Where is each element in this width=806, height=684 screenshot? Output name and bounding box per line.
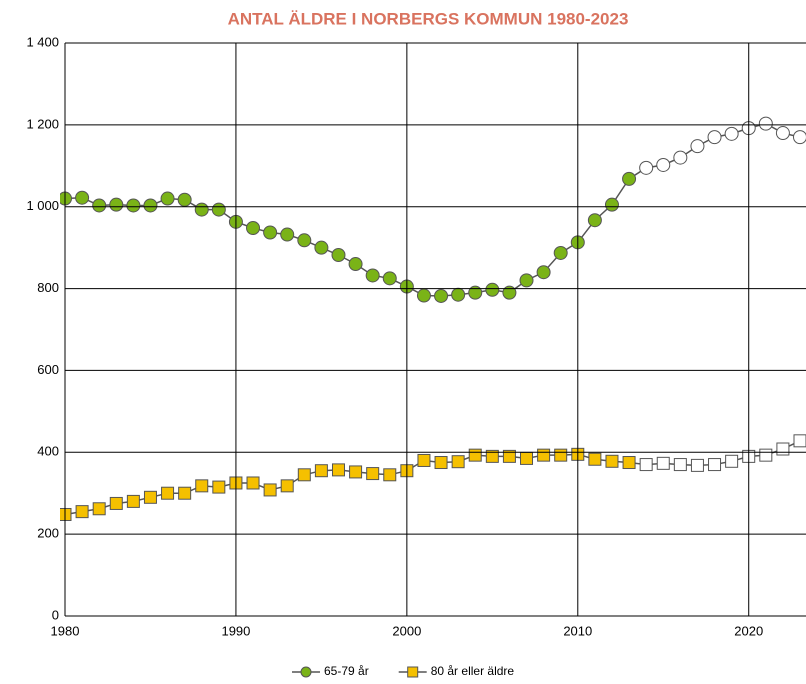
- marker: [793, 434, 806, 448]
- marker: [519, 273, 534, 288]
- marker: [468, 285, 483, 300]
- marker: [485, 449, 499, 463]
- y-tick-label: 200: [37, 526, 59, 541]
- marker: [673, 458, 687, 472]
- marker: [195, 479, 209, 493]
- marker: [348, 257, 363, 272]
- marker: [708, 458, 722, 472]
- y-tick-label: 1 400: [26, 34, 59, 49]
- marker: [75, 190, 90, 205]
- marker: [588, 452, 602, 466]
- chart-title: ANTAL ÄLDRE I NORBERGS KOMMUN 1980-2023: [228, 9, 629, 28]
- marker: [468, 448, 482, 462]
- marker: [587, 213, 602, 228]
- series-line: [64, 122, 801, 297]
- marker: [280, 479, 294, 493]
- x-tick-label: 2020: [734, 623, 763, 638]
- marker: [554, 448, 568, 462]
- marker: [673, 150, 688, 165]
- marker: [263, 225, 278, 240]
- legend-marker: [407, 666, 419, 678]
- x-tick-label: 2010: [563, 623, 592, 638]
- plot-area: [60, 116, 806, 521]
- marker: [759, 448, 773, 462]
- marker: [793, 130, 806, 145]
- marker: [520, 451, 534, 465]
- marker: [143, 198, 158, 213]
- x-tick-label: 2000: [392, 623, 421, 638]
- marker: [211, 202, 226, 217]
- marker: [451, 455, 465, 469]
- marker: [416, 288, 431, 303]
- y-tick-label: 800: [37, 280, 59, 295]
- marker: [365, 268, 380, 283]
- legend-marker: [300, 666, 312, 678]
- marker: [451, 287, 466, 302]
- marker: [331, 463, 345, 477]
- marker: [161, 486, 175, 500]
- marker: [75, 505, 89, 519]
- y-tick-label: 400: [37, 444, 59, 459]
- marker: [314, 240, 329, 255]
- marker: [639, 160, 654, 175]
- x-tick-label: 1980: [51, 623, 80, 638]
- marker: [690, 139, 705, 154]
- marker: [724, 126, 739, 141]
- marker: [434, 456, 448, 470]
- marker: [622, 171, 637, 186]
- y-tick-label: 0: [52, 607, 59, 622]
- marker: [639, 458, 653, 472]
- marker: [758, 116, 773, 131]
- marker: [502, 285, 517, 300]
- marker: [297, 468, 311, 482]
- marker: [604, 197, 619, 212]
- marker: [178, 486, 192, 500]
- marker: [194, 202, 209, 217]
- y-tick-label: 1 200: [26, 116, 59, 131]
- marker: [656, 456, 670, 470]
- marker: [485, 282, 500, 297]
- marker: [690, 458, 704, 472]
- marker: [417, 453, 431, 467]
- legend-label: 65-79 år: [324, 664, 369, 678]
- marker: [160, 191, 175, 206]
- y-tick-label: 1 000: [26, 198, 59, 213]
- marker: [280, 227, 295, 242]
- marker: [331, 248, 346, 263]
- marker: [537, 448, 551, 462]
- marker: [536, 265, 551, 280]
- marker: [622, 456, 636, 470]
- marker: [143, 490, 157, 504]
- x-tick-label: 1990: [221, 623, 250, 638]
- marker: [126, 198, 141, 213]
- marker: [92, 198, 107, 213]
- marker: [246, 220, 261, 235]
- legend-label: 80 år eller äldre: [431, 664, 515, 678]
- marker: [605, 454, 619, 468]
- marker: [434, 288, 449, 303]
- marker: [263, 483, 277, 497]
- marker: [776, 442, 790, 456]
- marker: [502, 449, 516, 463]
- marker: [212, 480, 226, 494]
- marker: [366, 467, 380, 481]
- marker: [656, 157, 671, 172]
- marker: [314, 464, 328, 478]
- marker: [725, 454, 739, 468]
- marker: [382, 271, 397, 286]
- marker: [177, 192, 192, 207]
- marker: [92, 502, 106, 516]
- marker: [109, 197, 124, 212]
- marker: [349, 465, 363, 479]
- marker: [707, 130, 722, 145]
- y-tick-label: 600: [37, 362, 59, 377]
- marker: [775, 126, 790, 141]
- marker: [126, 494, 140, 508]
- marker: [383, 468, 397, 482]
- marker: [553, 245, 568, 260]
- marker: [246, 476, 260, 490]
- marker: [297, 233, 312, 248]
- marker: [109, 496, 123, 510]
